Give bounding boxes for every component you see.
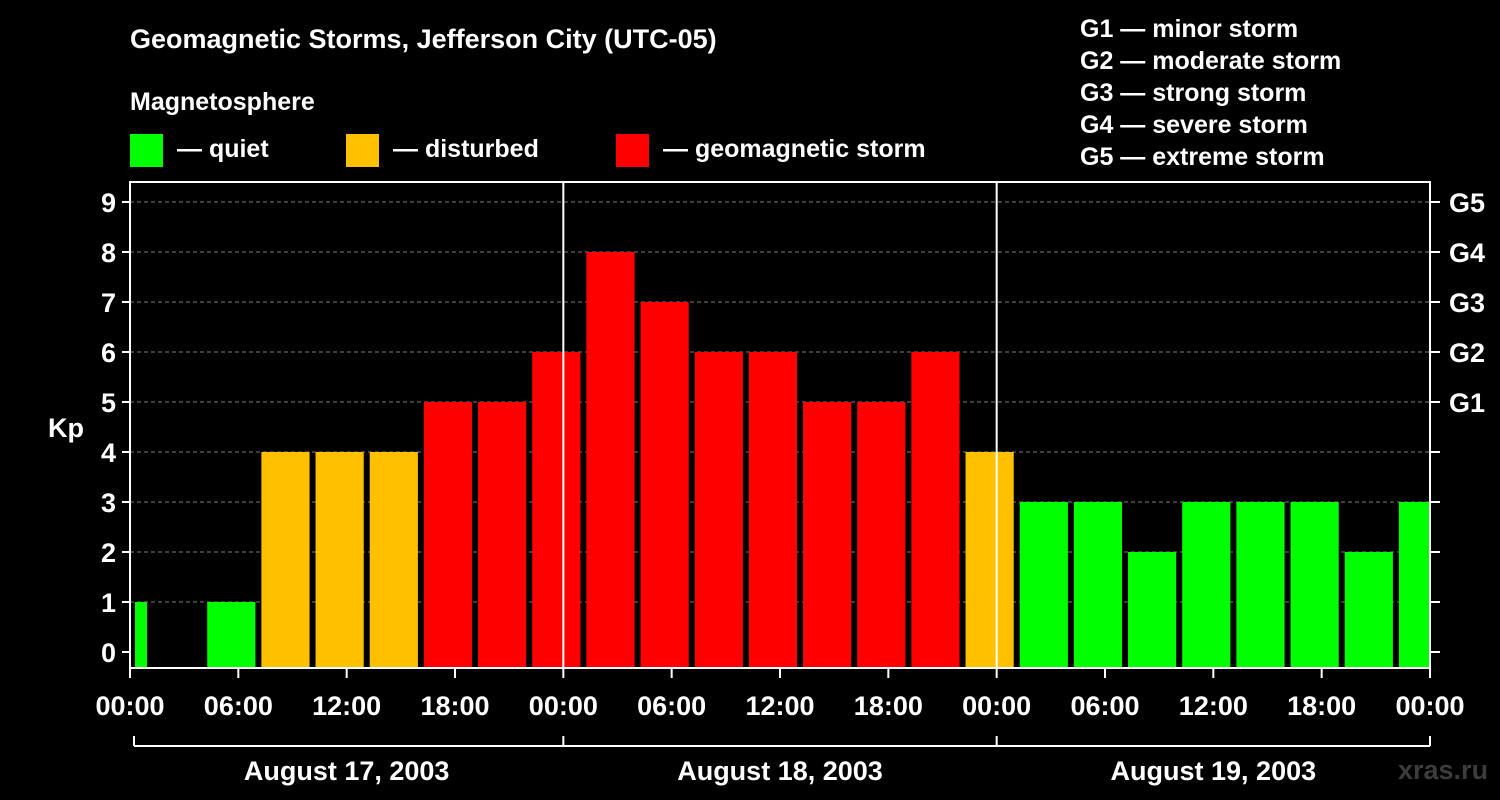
day-axis: August 17, 2003 August 18, 2003 August 19,… bbox=[133, 736, 1431, 786]
x-tick-label: 18:00 bbox=[854, 691, 923, 721]
storm-scale-item: G2 — moderate storm bbox=[1080, 47, 1341, 75]
bar-13 bbox=[803, 402, 852, 668]
legend-label-disturbed: — disturbed bbox=[393, 135, 539, 163]
bar-24 bbox=[1398, 502, 1429, 668]
bar-5 bbox=[369, 452, 418, 668]
legend: — quiet — disturbed — geomagnetic storm bbox=[130, 134, 926, 167]
bar-9 bbox=[586, 252, 635, 668]
y-tick-label: 6 bbox=[101, 338, 116, 368]
x-tick-label: 00:00 bbox=[529, 691, 598, 721]
y-tick-label: 8 bbox=[101, 238, 116, 268]
day-label: August 17, 2003 bbox=[244, 756, 450, 786]
bar-15 bbox=[911, 352, 960, 668]
bar-20 bbox=[1182, 502, 1231, 668]
x-tick-label: 12:00 bbox=[1179, 691, 1248, 721]
storm-scale-item: G3 — strong storm bbox=[1080, 79, 1306, 107]
bar-18 bbox=[1073, 502, 1123, 668]
x-tick-label: 06:00 bbox=[1070, 691, 1139, 721]
y-tick-label: 0 bbox=[101, 638, 116, 668]
y-tick-label: 3 bbox=[101, 488, 116, 518]
storm-level-label: G1 bbox=[1449, 388, 1485, 418]
bar-22 bbox=[1290, 502, 1339, 668]
chart-title: Geomagnetic Storms, Jefferson City (UTC-… bbox=[130, 24, 717, 54]
legend-label-storm: — geomagnetic storm bbox=[663, 135, 926, 163]
legend-swatch-quiet bbox=[130, 134, 163, 167]
watermark: xras.ru bbox=[1398, 755, 1488, 785]
x-tick-label: 00:00 bbox=[95, 691, 164, 721]
x-tick-label: 00:00 bbox=[962, 691, 1031, 721]
storm-level-label: G2 bbox=[1449, 338, 1485, 368]
x-axis: 00:00 06:00 12:00 18:00 00:00 06:00 12:00 18:00… bbox=[95, 668, 1465, 721]
day-label: August 19, 2003 bbox=[1111, 756, 1317, 786]
y-tick-label: 5 bbox=[101, 388, 116, 418]
legend-swatch-disturbed bbox=[346, 134, 379, 167]
bar-10 bbox=[640, 302, 689, 668]
bar-8 bbox=[532, 352, 581, 668]
y-axis: 0 1 2 3 4 5 6 7 8 9 bbox=[101, 188, 130, 668]
storm-scale-item: G1 — minor storm bbox=[1080, 15, 1298, 43]
bar-23 bbox=[1344, 552, 1393, 668]
bar-7 bbox=[478, 402, 527, 668]
bar-11 bbox=[694, 352, 743, 668]
y-tick-label: 9 bbox=[101, 188, 116, 218]
bar-0 bbox=[135, 602, 148, 668]
storm-level-label: G4 bbox=[1449, 238, 1485, 268]
legend-label-quiet: — quiet bbox=[177, 135, 269, 163]
bar-3 bbox=[261, 452, 310, 668]
y-tick-label: 1 bbox=[101, 588, 116, 618]
legend-heading: Magnetosphere bbox=[130, 88, 315, 116]
y-tick-label: 4 bbox=[101, 438, 116, 468]
storm-level-label: G5 bbox=[1449, 188, 1485, 218]
x-tick-label: 06:00 bbox=[204, 691, 273, 721]
x-tick-label: 00:00 bbox=[1395, 691, 1464, 721]
bars bbox=[135, 252, 1429, 668]
bar-12 bbox=[748, 352, 798, 668]
y-axis-label: Kp bbox=[48, 413, 84, 443]
bar-21 bbox=[1236, 502, 1285, 668]
bar-14 bbox=[857, 402, 906, 668]
storm-level-label: G3 bbox=[1449, 288, 1485, 318]
bar-2 bbox=[207, 602, 256, 668]
x-tick-label: 18:00 bbox=[420, 691, 489, 721]
legend-swatch-storm bbox=[616, 134, 649, 167]
bar-4 bbox=[315, 452, 364, 668]
day-label: August 18, 2003 bbox=[677, 756, 883, 786]
storm-scale-item: G5 — extreme storm bbox=[1080, 143, 1325, 171]
storm-scale-item: G4 — severe storm bbox=[1080, 111, 1308, 139]
bar-6 bbox=[423, 402, 473, 668]
bar-19 bbox=[1128, 552, 1177, 668]
x-tick-label: 06:00 bbox=[637, 691, 706, 721]
x-tick-label: 12:00 bbox=[745, 691, 814, 721]
storm-scale-list: G1 — minor storm G2 — moderate storm G3 — … bbox=[1080, 15, 1341, 171]
bar-17 bbox=[1019, 502, 1068, 668]
y-tick-label: 2 bbox=[101, 538, 116, 568]
x-tick-label: 18:00 bbox=[1287, 691, 1356, 721]
bar-16 bbox=[965, 452, 1014, 668]
x-tick-label: 12:00 bbox=[312, 691, 381, 721]
storm-level-axis: G1 G2 G3 G4 G5 bbox=[1430, 188, 1485, 653]
y-tick-label: 7 bbox=[101, 288, 116, 318]
